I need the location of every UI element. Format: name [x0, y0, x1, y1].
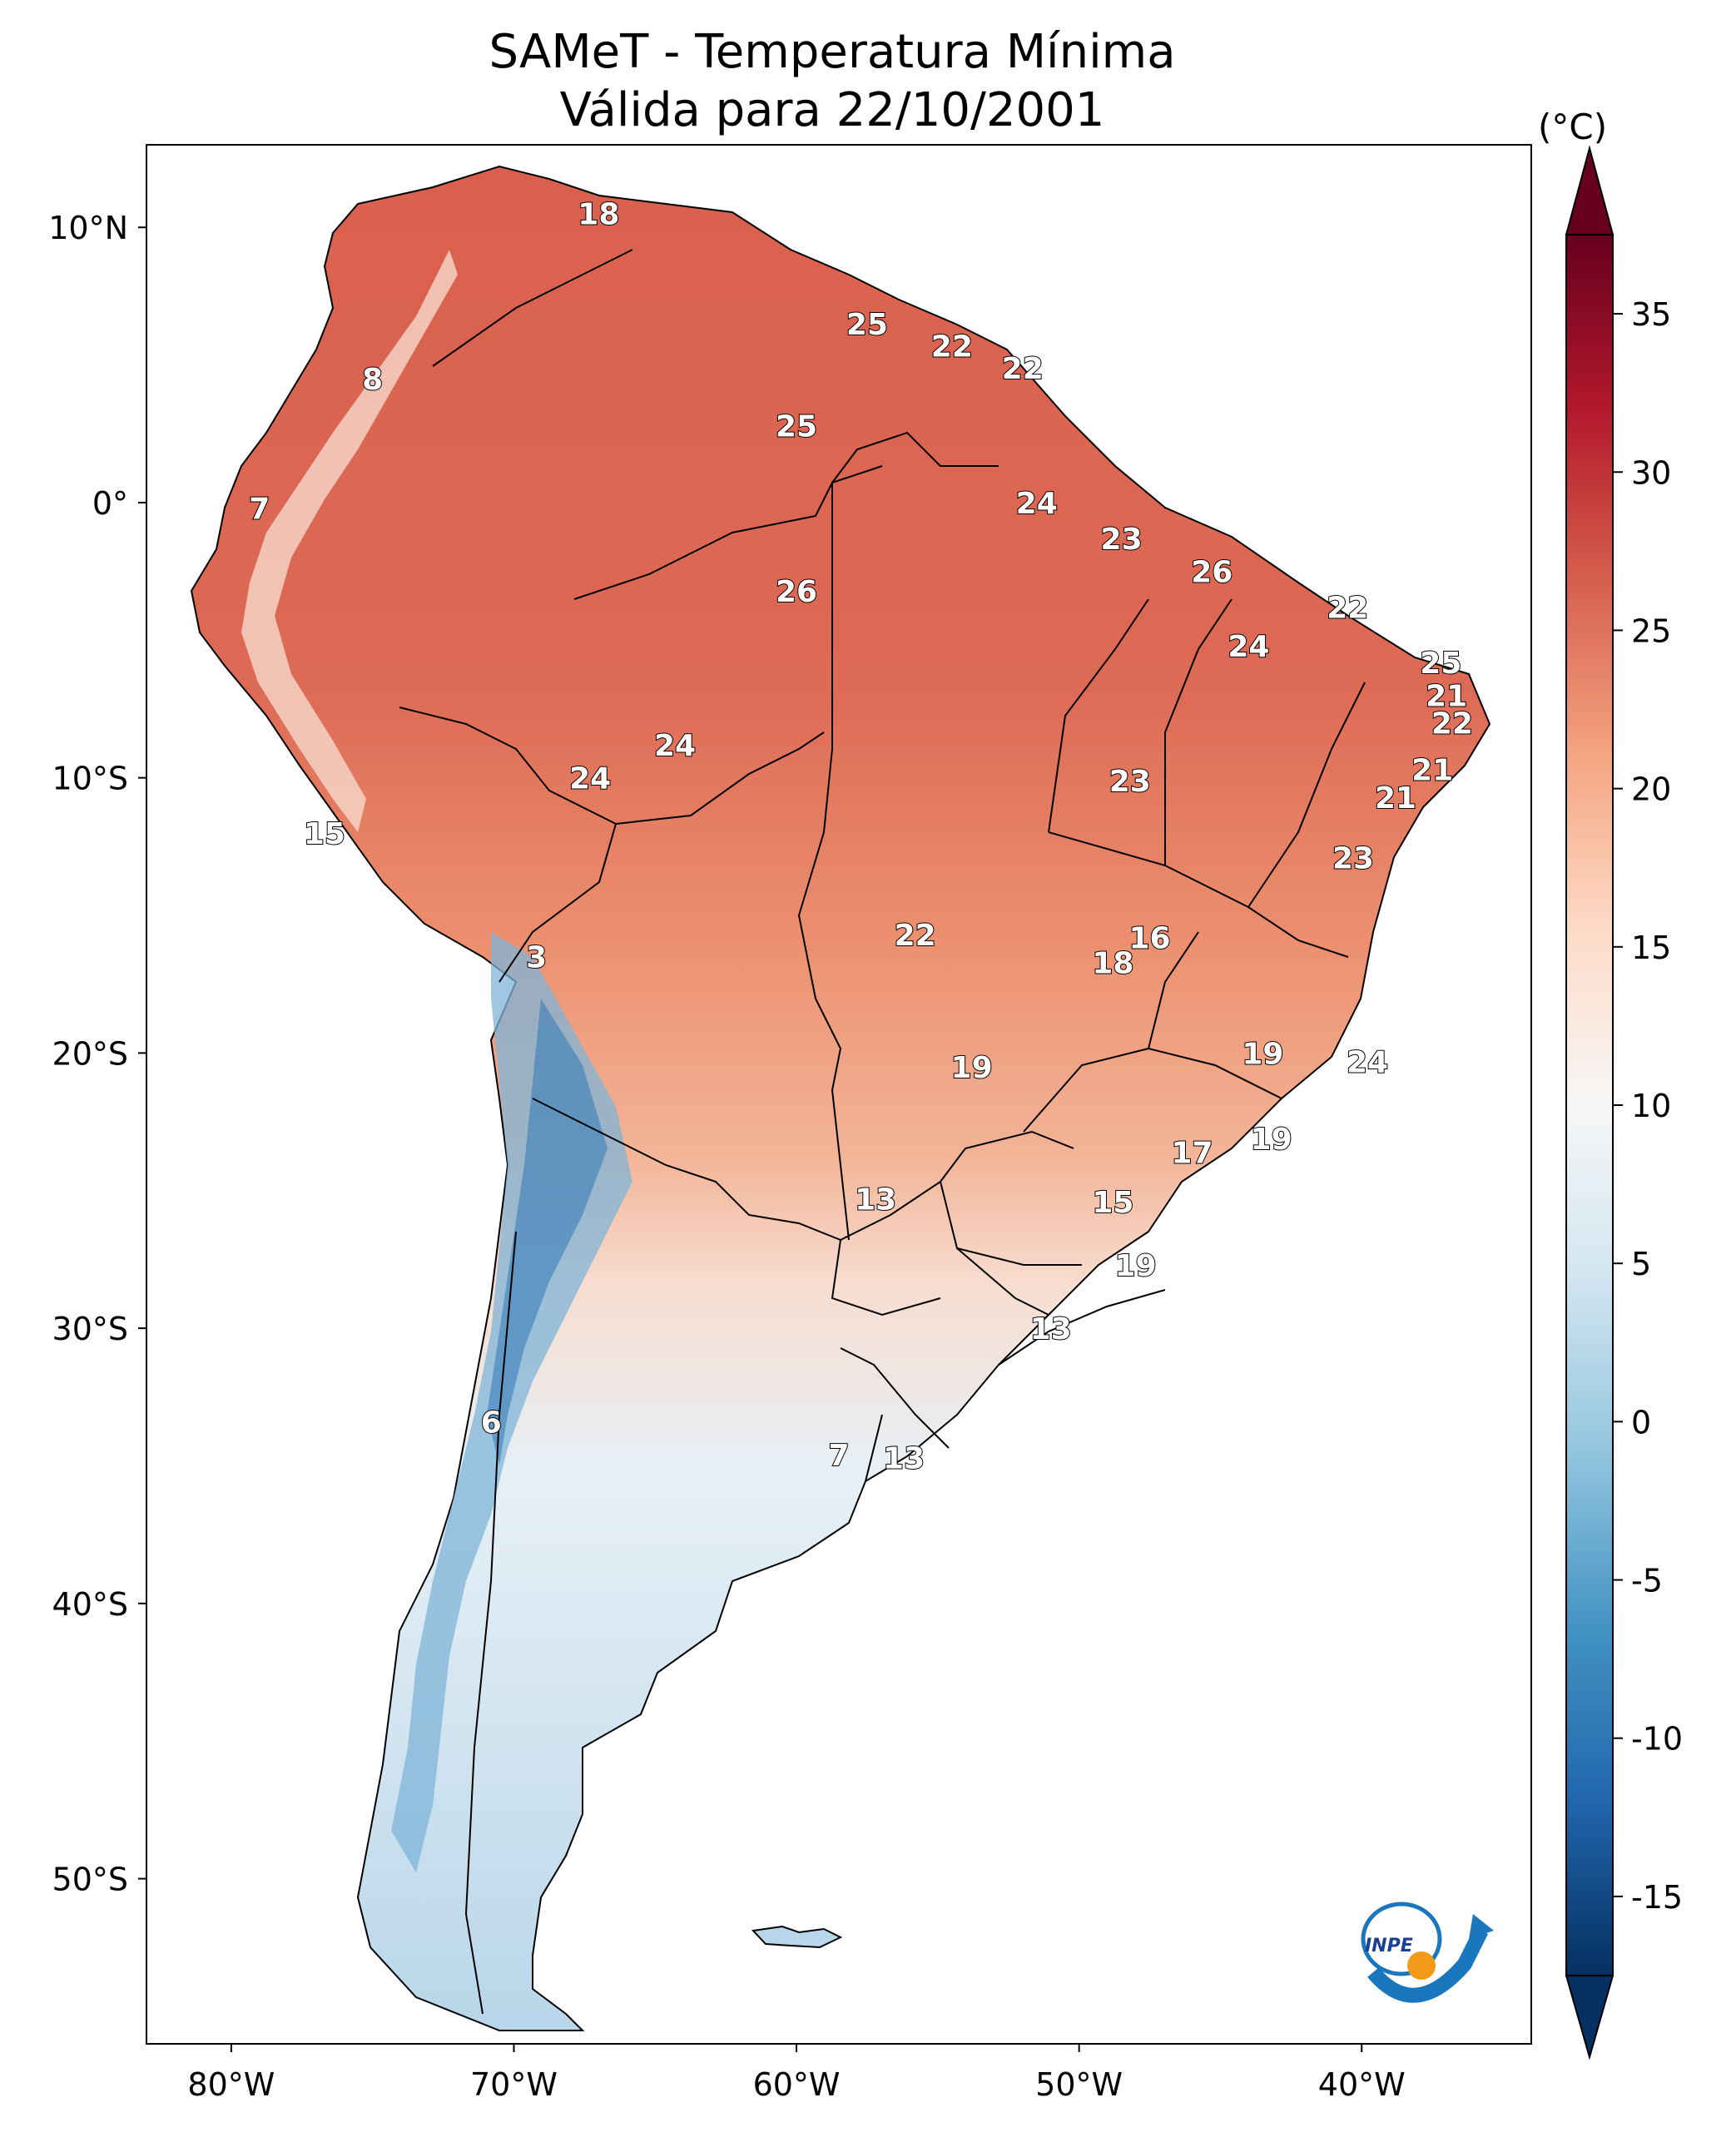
temperature-label: 24	[569, 762, 611, 796]
map-title: SAMeT - Temperatura Mínima Válida para 2…	[0, 23, 1664, 140]
temperature-label: 8	[362, 363, 383, 397]
inpe-logo: INPE	[1361, 1902, 1494, 2003]
temperature-label: 24	[654, 729, 696, 763]
colorbar-tick-label: 30	[1631, 454, 1671, 491]
longitude-label: 50°W	[1035, 2066, 1123, 2103]
temperature-label: 22	[895, 919, 936, 953]
colorbar-unit: (°C)	[1538, 107, 1608, 147]
temperature-label: 19	[951, 1051, 993, 1085]
temperature-label: 15	[304, 817, 345, 851]
latitude-label: 40°S	[52, 1586, 128, 1623]
colorbar-tick-label: 20	[1631, 771, 1671, 808]
temperature-label: 19	[1251, 1123, 1292, 1157]
temperature-label: 26	[1191, 556, 1233, 590]
longitude-label: 40°W	[1318, 2066, 1406, 2103]
latitude-label: 10°S	[52, 761, 128, 797]
longitude-label: 80°W	[187, 2066, 275, 2103]
temperature-label: 25	[846, 308, 888, 342]
temperature-label: 22	[931, 330, 973, 364]
north-andes-band	[241, 250, 458, 832]
country-borders	[399, 249, 1366, 2015]
colorbar-tick-label: 5	[1631, 1246, 1651, 1282]
temperature-label: 3	[526, 941, 547, 975]
colorbar-tick-label: 0	[1631, 1404, 1651, 1440]
temperature-label: 26	[776, 575, 817, 609]
latitude-label: 10°N	[48, 210, 128, 246]
andes-deep-band	[487, 999, 608, 1465]
temperature-label: 19	[1242, 1037, 1283, 1071]
colorbar-tick-label: 10	[1631, 1088, 1671, 1124]
south-america-landmass	[190, 165, 1491, 2031]
temperature-label: 17	[1171, 1136, 1213, 1170]
longitude-axis: 80°W 70°W 60°W 50°W 40°W	[187, 2044, 1406, 2103]
temperature-label: 18	[578, 198, 619, 232]
colorbar-bar	[1565, 234, 1614, 1976]
latitude-label: 0°	[92, 485, 128, 522]
temperature-label: 21	[1426, 679, 1467, 713]
map-frame	[146, 144, 1532, 2045]
falkland-islands	[751, 1925, 843, 1949]
temperature-label: 21	[1375, 781, 1416, 816]
title-line-2: Válida para 22/10/2001	[559, 83, 1105, 137]
colorbar-top-arrow	[1565, 145, 1614, 236]
colorbar-tick-label: 35	[1631, 296, 1671, 333]
latitude-axis: 10°N 0° 10°S 20°S 30°S 40°S 50°S	[48, 210, 146, 1898]
latitude-label: 50°S	[52, 1862, 128, 1898]
temperature-label: 23	[1109, 765, 1151, 799]
temperature-label: 24	[1347, 1045, 1388, 1079]
temperature-label: 13	[855, 1183, 896, 1217]
longitude-label: 60°W	[753, 2066, 841, 2103]
title-line-1: SAMeT - Temperatura Mínima	[489, 25, 1176, 79]
temperature-label: 23	[1332, 842, 1374, 876]
temperature-label: 22	[1327, 592, 1368, 626]
temperature-label: 21	[1411, 754, 1453, 788]
temperature-label: 16	[1128, 921, 1170, 955]
temperature-label: 22	[1431, 707, 1473, 741]
colorbar-tick-label: -15	[1631, 1879, 1683, 1916]
colorbar-ticks: 35 30 25 20 15 10 5 0 -5 -10 -15	[1613, 296, 1683, 1916]
temperature-label: 25	[1420, 647, 1461, 681]
colorbar: 35 30 25 20 15 10 5 0 -5 -10 -15	[1565, 145, 1683, 2060]
temperature-label: 7	[249, 493, 270, 527]
colorbar-tick-label: -10	[1631, 1721, 1683, 1758]
temperature-label: 13	[883, 1442, 925, 1476]
temperature-label: 6	[481, 1406, 502, 1440]
latitude-label: 20°S	[52, 1035, 128, 1072]
temperature-label: 19	[1115, 1249, 1157, 1283]
colorbar-tick-label: -5	[1631, 1563, 1663, 1599]
temperature-label: 15	[1092, 1186, 1133, 1220]
temperature-label: 18	[1092, 946, 1133, 980]
logo-text: INPE	[1365, 1936, 1413, 1956]
colorbar-tick-label: 15	[1631, 930, 1671, 966]
colorbar-tick-label: 25	[1631, 612, 1671, 649]
latitude-label: 30°S	[52, 1311, 128, 1347]
temperature-label: 22	[1002, 352, 1044, 386]
temperature-label: 24	[1016, 487, 1058, 521]
temperature-label: 24	[1228, 630, 1269, 664]
longitude-label: 70°W	[470, 2066, 558, 2103]
colorbar-bottom-arrow	[1565, 1975, 1614, 2060]
temperature-label: 25	[776, 409, 817, 444]
temperature-label: 23	[1101, 523, 1143, 557]
temperature-label: 7	[828, 1439, 849, 1473]
temperature-label: 13	[1030, 1312, 1072, 1346]
